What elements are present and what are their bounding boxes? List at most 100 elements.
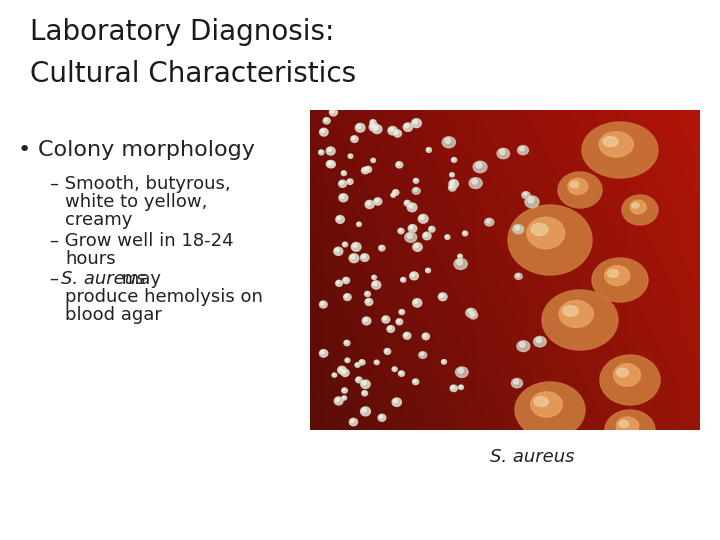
Ellipse shape: [341, 195, 344, 198]
Ellipse shape: [440, 294, 444, 298]
Ellipse shape: [400, 278, 406, 282]
Ellipse shape: [343, 396, 345, 399]
Ellipse shape: [387, 326, 395, 333]
Ellipse shape: [371, 124, 374, 127]
Ellipse shape: [321, 350, 324, 354]
Ellipse shape: [418, 214, 428, 223]
Ellipse shape: [616, 417, 639, 435]
Ellipse shape: [568, 178, 588, 194]
Ellipse shape: [456, 260, 462, 265]
Ellipse shape: [514, 380, 518, 384]
Ellipse shape: [343, 242, 348, 247]
Ellipse shape: [320, 129, 328, 136]
Ellipse shape: [388, 327, 391, 329]
Ellipse shape: [336, 398, 339, 402]
Ellipse shape: [398, 371, 405, 376]
Text: white to yellow,: white to yellow,: [65, 193, 207, 211]
Ellipse shape: [410, 226, 413, 229]
Ellipse shape: [508, 205, 592, 275]
Ellipse shape: [451, 181, 454, 185]
Ellipse shape: [320, 302, 324, 305]
Ellipse shape: [353, 244, 357, 247]
Ellipse shape: [471, 312, 474, 316]
Text: hours: hours: [65, 250, 116, 268]
Ellipse shape: [500, 150, 505, 154]
Ellipse shape: [362, 381, 366, 385]
Ellipse shape: [452, 158, 454, 160]
Ellipse shape: [462, 231, 468, 236]
Ellipse shape: [522, 192, 530, 199]
Ellipse shape: [613, 364, 641, 386]
Ellipse shape: [445, 138, 451, 144]
Ellipse shape: [382, 316, 390, 323]
Ellipse shape: [414, 179, 416, 181]
Ellipse shape: [348, 154, 353, 158]
Ellipse shape: [364, 292, 370, 296]
Text: S. aureus: S. aureus: [61, 270, 145, 288]
Ellipse shape: [356, 377, 362, 383]
Ellipse shape: [357, 124, 361, 129]
Ellipse shape: [442, 137, 456, 148]
Ellipse shape: [632, 203, 639, 208]
Ellipse shape: [441, 360, 446, 364]
Ellipse shape: [366, 299, 369, 302]
Ellipse shape: [515, 273, 522, 279]
Ellipse shape: [392, 190, 399, 195]
Ellipse shape: [400, 372, 402, 374]
Ellipse shape: [456, 367, 468, 377]
Text: Laboratory Diagnosis:: Laboratory Diagnosis:: [30, 18, 334, 46]
Ellipse shape: [464, 232, 466, 234]
Ellipse shape: [356, 363, 358, 366]
Ellipse shape: [592, 258, 648, 302]
Ellipse shape: [324, 118, 327, 122]
Ellipse shape: [355, 363, 360, 367]
Ellipse shape: [341, 369, 349, 376]
Ellipse shape: [515, 382, 585, 438]
Ellipse shape: [558, 172, 602, 208]
Ellipse shape: [408, 233, 413, 238]
Ellipse shape: [393, 368, 395, 369]
Ellipse shape: [356, 222, 361, 226]
Ellipse shape: [582, 122, 658, 178]
Ellipse shape: [365, 166, 372, 172]
Ellipse shape: [528, 197, 534, 203]
Ellipse shape: [328, 161, 336, 168]
Ellipse shape: [332, 373, 337, 377]
Ellipse shape: [409, 204, 413, 208]
Ellipse shape: [338, 366, 346, 374]
Ellipse shape: [449, 185, 456, 191]
Ellipse shape: [351, 136, 358, 143]
Ellipse shape: [402, 278, 404, 280]
Ellipse shape: [348, 180, 351, 182]
Ellipse shape: [473, 161, 487, 173]
Ellipse shape: [379, 246, 382, 248]
Ellipse shape: [344, 278, 346, 281]
Ellipse shape: [337, 217, 341, 220]
Ellipse shape: [400, 310, 402, 313]
Ellipse shape: [333, 374, 335, 375]
Ellipse shape: [608, 269, 618, 277]
Ellipse shape: [320, 349, 328, 357]
Ellipse shape: [397, 320, 400, 322]
Ellipse shape: [362, 255, 365, 258]
Ellipse shape: [450, 173, 454, 177]
Ellipse shape: [525, 196, 539, 208]
Ellipse shape: [408, 203, 417, 212]
Ellipse shape: [326, 160, 334, 168]
Ellipse shape: [343, 278, 350, 284]
Ellipse shape: [630, 200, 647, 214]
Ellipse shape: [534, 336, 546, 347]
Ellipse shape: [397, 163, 400, 165]
Ellipse shape: [396, 319, 402, 325]
Ellipse shape: [372, 159, 374, 161]
Ellipse shape: [366, 167, 369, 170]
Ellipse shape: [374, 126, 378, 130]
Ellipse shape: [339, 367, 343, 370]
Ellipse shape: [339, 194, 348, 202]
Ellipse shape: [405, 333, 408, 336]
Ellipse shape: [458, 254, 462, 259]
Ellipse shape: [485, 218, 494, 226]
Ellipse shape: [404, 200, 410, 206]
Ellipse shape: [361, 254, 369, 261]
Ellipse shape: [563, 306, 578, 316]
